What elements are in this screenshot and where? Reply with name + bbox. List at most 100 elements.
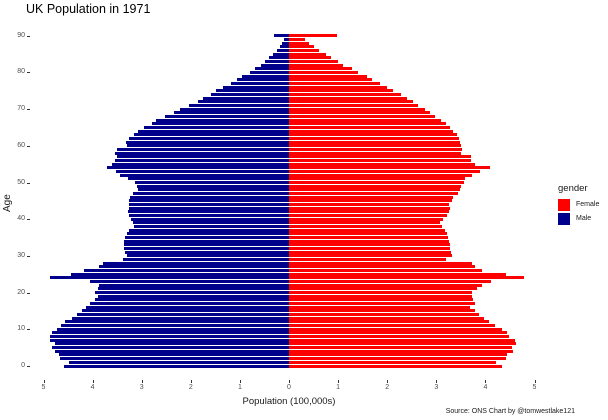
bar-female xyxy=(289,129,454,133)
x-tick-label: 3 xyxy=(434,384,439,391)
bar-male xyxy=(99,283,289,287)
bar-female xyxy=(289,136,460,140)
y-tick-mark xyxy=(27,35,30,37)
bar-female xyxy=(289,316,484,320)
bar-female xyxy=(289,349,513,353)
bar-male xyxy=(81,309,289,313)
bar-female xyxy=(289,166,491,170)
bar-male xyxy=(112,162,289,166)
bar-male xyxy=(128,136,289,140)
bar-male xyxy=(126,232,289,236)
bar-female xyxy=(289,305,471,309)
bar-male xyxy=(117,147,289,151)
bar-male xyxy=(126,254,289,258)
bar-female xyxy=(289,74,367,78)
bar-female xyxy=(289,320,489,324)
bar-male xyxy=(98,265,289,269)
bar-male xyxy=(119,173,289,177)
bar-female xyxy=(289,221,441,225)
bar-female xyxy=(289,63,343,67)
bar-female xyxy=(289,162,475,166)
bar-female xyxy=(289,37,305,41)
y-tick-mark xyxy=(27,72,30,74)
y-tick-label: 80 xyxy=(17,68,25,76)
x-tick-mark xyxy=(190,380,192,383)
bar-male xyxy=(128,214,289,218)
bar-male xyxy=(64,320,289,324)
bar-female xyxy=(289,70,358,74)
bar-male xyxy=(107,166,289,170)
bar-female xyxy=(289,103,418,107)
bar-female xyxy=(289,111,431,115)
bar-male xyxy=(216,89,289,93)
chart-caption: Source: ONS Chart by @tomwestlake121 xyxy=(445,408,575,415)
bar-male xyxy=(69,360,289,364)
bar-female xyxy=(289,100,413,104)
bar-female xyxy=(289,125,451,129)
bar-female xyxy=(289,331,507,335)
bar-male xyxy=(174,111,289,115)
bar-male xyxy=(90,280,289,284)
y-tick-label: 50 xyxy=(17,178,25,186)
bar-female xyxy=(289,228,445,232)
bar-male xyxy=(211,92,289,96)
bar-female xyxy=(289,291,473,295)
bar-female xyxy=(289,206,451,210)
x-tick-mark xyxy=(239,380,241,383)
bar-female xyxy=(289,199,452,203)
x-tick-label: 4 xyxy=(483,384,488,391)
bar-male xyxy=(97,294,289,298)
bar-female xyxy=(289,294,473,298)
bar-male xyxy=(134,181,289,184)
x-tick-label: 2 xyxy=(385,384,390,391)
bar-male xyxy=(281,41,289,45)
bar-male xyxy=(54,349,289,353)
bar-male xyxy=(179,107,289,111)
x-tick-mark xyxy=(141,380,143,383)
bar-male xyxy=(127,177,289,181)
bar-female xyxy=(289,214,448,218)
y-tick-mark xyxy=(27,182,30,184)
bar-male xyxy=(54,342,289,346)
bar-male xyxy=(49,335,289,339)
x-tick-label: 1 xyxy=(237,384,242,391)
bar-female xyxy=(289,169,481,173)
bar-male xyxy=(249,70,289,74)
bar-female xyxy=(289,184,461,188)
bar-female xyxy=(289,353,508,357)
bar-male xyxy=(70,272,289,276)
bar-male xyxy=(83,269,289,273)
bar-male xyxy=(51,346,289,350)
bar-male xyxy=(279,45,289,49)
y-tick-label: 10 xyxy=(17,325,25,333)
y-axis-label: Age xyxy=(2,194,13,212)
bar-male xyxy=(126,144,289,148)
bar-male xyxy=(86,305,289,309)
bar-male xyxy=(94,298,289,302)
bar-male xyxy=(165,114,289,118)
bar-male xyxy=(136,184,289,188)
bar-male xyxy=(125,236,289,240)
x-tick-label: 5 xyxy=(532,384,537,391)
bar-male xyxy=(60,357,289,361)
bar-male xyxy=(144,125,289,129)
bar-female xyxy=(289,85,388,89)
bar-female xyxy=(289,364,503,368)
bar-male xyxy=(97,287,289,291)
bar-male xyxy=(129,228,289,232)
bar-male xyxy=(51,331,289,335)
bar-female xyxy=(289,48,320,52)
bar-female xyxy=(289,243,450,247)
bar-male xyxy=(237,78,289,82)
bar-male xyxy=(128,206,289,210)
bar-male xyxy=(203,96,289,100)
y-tick-mark xyxy=(27,292,30,294)
bar-female xyxy=(289,283,483,287)
bar-male xyxy=(117,155,289,159)
bar-male xyxy=(265,59,289,63)
bar-female xyxy=(289,236,449,240)
bar-female xyxy=(289,67,352,71)
legend-label-male: Male xyxy=(576,215,592,222)
bar-female xyxy=(289,181,465,184)
